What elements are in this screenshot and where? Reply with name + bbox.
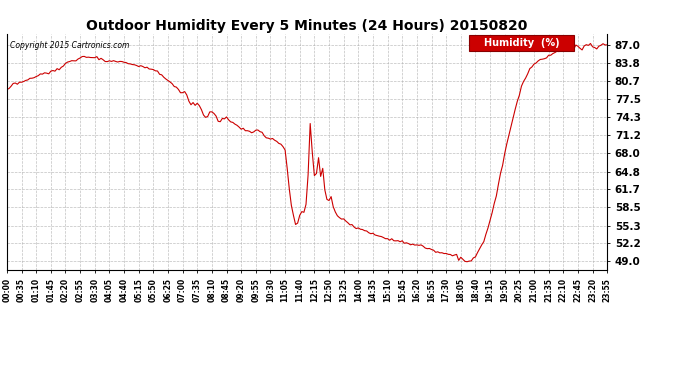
Text: Humidity  (%): Humidity (%) bbox=[484, 38, 560, 48]
Text: Copyright 2015 Cartronics.com: Copyright 2015 Cartronics.com bbox=[10, 41, 129, 50]
Bar bbox=[469, 35, 574, 51]
Title: Outdoor Humidity Every 5 Minutes (24 Hours) 20150820: Outdoor Humidity Every 5 Minutes (24 Hou… bbox=[86, 19, 528, 33]
